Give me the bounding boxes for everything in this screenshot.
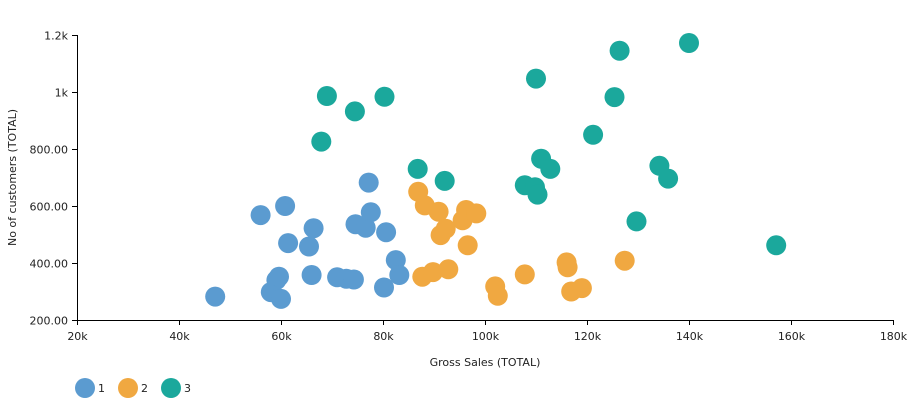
x-tick-label: 80k: [373, 330, 394, 343]
legend-swatch: [118, 378, 138, 398]
data-point[interactable]: [360, 202, 381, 223]
x-tick-label: 60k: [271, 330, 292, 343]
x-tick-label: 100k: [472, 330, 500, 343]
legend-label: 3: [184, 382, 191, 395]
data-point[interactable]: [316, 86, 337, 106]
data-point[interactable]: [428, 201, 449, 222]
data-point[interactable]: [435, 218, 456, 239]
y-axis-title: No of customers (TOTAL): [6, 109, 19, 246]
legend-item-3[interactable]: 3: [161, 378, 191, 398]
legend-label: 2: [141, 382, 148, 395]
legend-label: 1: [98, 382, 105, 395]
data-point[interactable]: [571, 278, 592, 299]
data-point[interactable]: [344, 101, 365, 122]
data-point[interactable]: [487, 285, 508, 306]
x-axis-title: Gross Sales (TOTAL): [430, 356, 541, 369]
data-point[interactable]: [766, 235, 787, 256]
data-point[interactable]: [540, 158, 561, 179]
data-point[interactable]: [407, 158, 428, 179]
legend-swatch: [161, 378, 181, 398]
y-tick-label: 1k: [55, 87, 69, 100]
y-tick-label: 200.00: [30, 315, 69, 328]
data-point[interactable]: [527, 184, 548, 205]
y-axis: 200.00 400.00 600.00 800.00 1k 1.2k: [30, 30, 78, 328]
data-point[interactable]: [658, 168, 679, 189]
data-point[interactable]: [514, 264, 535, 285]
x-tick-label: 40k: [169, 330, 190, 343]
data-point[interactable]: [311, 131, 332, 152]
data-point[interactable]: [205, 286, 226, 307]
data-point[interactable]: [278, 233, 299, 254]
data-point[interactable]: [301, 265, 322, 285]
data-points: [205, 33, 787, 309]
x-axis: 20k 40k 60k 80k 100k 120k 140k 160k 180k: [67, 320, 908, 343]
x-tick-label: 160k: [778, 330, 806, 343]
data-point[interactable]: [299, 236, 319, 257]
data-point[interactable]: [679, 33, 699, 53]
legend-swatch: [75, 378, 95, 398]
data-point[interactable]: [250, 205, 271, 226]
data-point[interactable]: [604, 87, 625, 108]
y-tick-label: 400.00: [30, 258, 69, 271]
series-2: [408, 181, 635, 306]
data-point[interactable]: [583, 124, 604, 145]
data-point[interactable]: [355, 217, 376, 238]
data-point[interactable]: [466, 203, 487, 224]
y-tick-label: 800.00: [30, 144, 69, 157]
y-tick-label: 600.00: [30, 201, 69, 214]
legend[interactable]: 1 2 3: [75, 378, 191, 398]
data-point[interactable]: [374, 86, 395, 107]
data-point[interactable]: [614, 250, 635, 271]
legend-item-1[interactable]: 1: [75, 378, 105, 398]
data-point[interactable]: [526, 68, 546, 89]
data-point[interactable]: [626, 211, 647, 232]
data-point[interactable]: [438, 259, 459, 280]
x-tick-label: 180k: [880, 330, 908, 343]
data-point[interactable]: [389, 265, 410, 285]
data-point[interactable]: [303, 218, 324, 239]
data-point[interactable]: [385, 250, 406, 271]
x-tick-label: 20k: [67, 330, 88, 343]
data-point[interactable]: [423, 262, 443, 283]
x-tick-label: 120k: [574, 330, 602, 343]
series-1: [205, 172, 410, 309]
y-tick-label: 1.2k: [44, 30, 68, 43]
data-point[interactable]: [343, 269, 364, 290]
x-tick-label: 140k: [676, 330, 704, 343]
series-3: [311, 33, 787, 256]
data-point[interactable]: [609, 40, 630, 61]
data-point[interactable]: [271, 288, 291, 309]
data-point[interactable]: [557, 257, 578, 278]
data-point[interactable]: [269, 266, 289, 287]
data-point[interactable]: [376, 222, 397, 243]
data-point[interactable]: [434, 170, 455, 191]
data-point[interactable]: [457, 235, 478, 256]
data-point[interactable]: [374, 277, 394, 298]
data-point[interactable]: [358, 172, 379, 193]
legend-item-2[interactable]: 2: [118, 378, 148, 398]
data-point[interactable]: [275, 196, 296, 216]
